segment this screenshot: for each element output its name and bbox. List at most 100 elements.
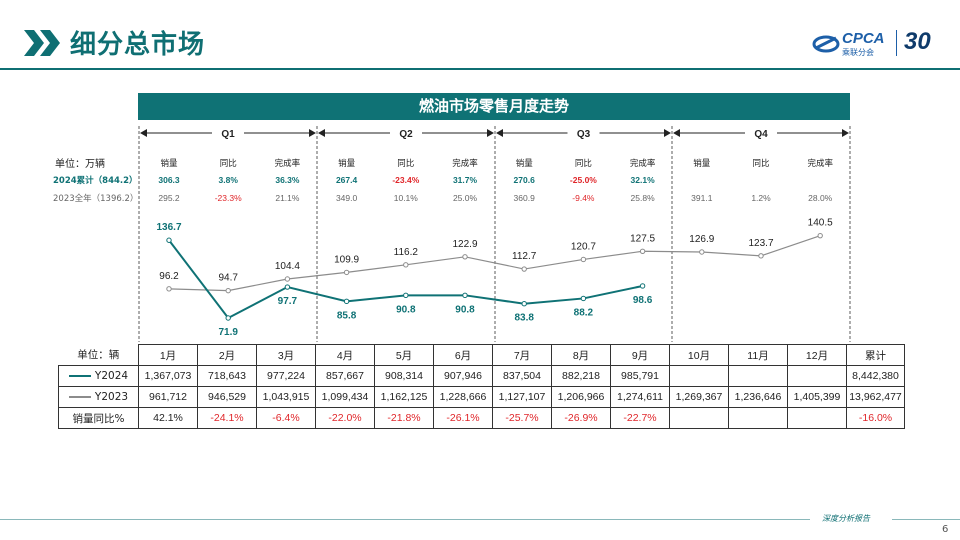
quarter-2024-value: 267.4 [336, 175, 358, 185]
table-cell: 1,405,399 [787, 386, 847, 408]
logo-brand: CPCA [842, 30, 885, 47]
arrow-left-icon [673, 129, 680, 137]
quarter-2023-value: -9.4% [572, 193, 595, 203]
quarter-2023-value: 21.1% [275, 193, 300, 203]
logo-separator [896, 30, 897, 56]
y2023-data-label: 126.9 [689, 234, 714, 245]
y2024-point [639, 283, 646, 289]
y2024-data-label: 136.7 [156, 222, 181, 233]
y2023-point [521, 266, 527, 272]
monthly-sales-table: 单位：辆 1月 2月 3月 4月 5月 6月 7月 8月 9月 10月 11月 12月 累计 Y2024 1,… [58, 344, 905, 429]
table-cell: 857,667 [315, 365, 375, 387]
y2023-point [699, 249, 705, 255]
table-header-cell: 8月 [551, 344, 611, 366]
quarter-2023-value: 360.9 [514, 193, 536, 203]
table-cell: 42.1% [138, 407, 198, 429]
table-cell: 977,224 [256, 365, 316, 387]
y2023-point [462, 254, 468, 260]
table-cell: 8,442,380 [846, 365, 905, 387]
table-cell: 946,529 [197, 386, 257, 408]
y2023-line [168, 235, 821, 292]
table-cell: 1,127,107 [492, 386, 552, 408]
table-cell: 718,643 [197, 365, 257, 387]
arrow-right-icon [842, 129, 849, 137]
quarter-label: Q4 [754, 129, 768, 140]
table-row-label: Y2023 [58, 386, 139, 408]
y2024-data-label: 90.8 [396, 304, 416, 315]
quarter-col-label: 销量 [160, 158, 178, 169]
y2023-data-label: 123.7 [748, 238, 773, 249]
table-header-cell: 累计 [846, 344, 905, 366]
y2024-point [166, 237, 172, 243]
y2023-point [817, 232, 823, 239]
y2023-point [580, 256, 587, 263]
footer-divider-right [892, 519, 960, 520]
quarter-2024-value: -23.4% [392, 175, 419, 185]
y2024-data-label: 83.8 [514, 313, 534, 324]
y2024-data-label: 71.9 [218, 327, 238, 338]
table-row: Y2023 961,712 946,529 1,043,915 1,099,434 1,1… [58, 386, 905, 408]
y2023-point [225, 287, 231, 294]
header-divider [0, 68, 960, 70]
table-header-row: 单位：辆 1月 2月 3月 4月 5月 6月 7月 8月 9月 10月 11月 12月 累计 [58, 344, 905, 366]
quarter-col-label: 同比 [397, 158, 414, 169]
footer-divider [0, 519, 810, 520]
legend-swatch [68, 396, 91, 399]
table-header-cell: 6月 [433, 344, 493, 366]
y2024-point [521, 301, 527, 307]
table-cell: 13,962,477 [846, 386, 905, 408]
quarter-2023-value: -23.3% [215, 193, 242, 203]
table-cell: 837,504 [492, 365, 552, 387]
y2024-point [343, 298, 350, 305]
quarter-col-label: 同比 [575, 158, 592, 169]
y2023-data-label: 109.9 [334, 254, 359, 265]
table-cell: -22.7% [610, 407, 670, 429]
table-cell: -16.0% [846, 407, 905, 429]
fuel-retail-line-chart: Q1 Q2 Q3 Q4 单位：万辆 销量 306.3 295.2 同比 3.8% -23.3% 完成率… [53, 126, 851, 342]
quarter-2024-value: 270.6 [514, 175, 536, 185]
y2024-data-label: 97.7 [278, 296, 298, 307]
y2023-data-label: 104.4 [275, 261, 300, 272]
y2024-point [403, 292, 409, 299]
quarter-col-label: 销量 [693, 158, 711, 169]
legend-label: 销量同比% [72, 412, 125, 425]
table-cell: 1,162,125 [374, 386, 434, 408]
table-header-cell: 1月 [138, 344, 198, 366]
y2023-data-label: 120.7 [571, 241, 596, 252]
logo-subtitle: 乘联分会 [842, 48, 874, 57]
chart-title: 燃油市场零售月度走势 [138, 93, 850, 120]
table-cell: 1,367,073 [138, 365, 198, 387]
table-cell [669, 407, 729, 429]
table-cell [787, 365, 847, 387]
y2023-data-label: 112.7 [512, 251, 537, 262]
y2024-point [462, 292, 468, 299]
quarter-2023-value: 10.1% [394, 193, 419, 203]
quarter-2024-value: 36.3% [275, 175, 300, 185]
quarter-label: Q1 [221, 129, 235, 140]
quarter-2023-value: 25.0% [453, 193, 478, 203]
legend-label: Y2024 [94, 370, 129, 382]
y2023-data-label: 116.2 [394, 247, 419, 258]
y2023-data-label: 140.5 [808, 218, 833, 229]
quarter-2024-value: 31.7% [453, 175, 478, 185]
y2023-point [639, 248, 646, 254]
chart-unit-label: 单位：万辆 [55, 157, 105, 170]
arrow-right-icon [309, 129, 316, 137]
table-cell: 1,269,367 [669, 386, 729, 408]
footer-text: 深度分析报告 [822, 514, 870, 523]
table-cell: 1,228,666 [433, 386, 493, 408]
legend-label: Y2023 [94, 391, 129, 403]
arrow-left-icon [140, 129, 147, 137]
table-cell: -6.4% [256, 407, 316, 429]
y2024-point [580, 295, 587, 302]
table-cell: 961,712 [138, 386, 198, 408]
table-cell [728, 365, 788, 387]
cpca-swoosh-icon [812, 35, 840, 53]
quarter-2023-value: 25.8% [631, 193, 656, 203]
row-label-2023: 2023全年（1396.2） [53, 193, 138, 204]
table-header-cell: 12月 [787, 344, 847, 366]
y2024-data-label: 85.8 [337, 310, 357, 321]
y2023-data-label: 94.7 [218, 273, 238, 284]
table-header-cell: 10月 [669, 344, 729, 366]
table-unit-label: 单位：辆 [58, 344, 139, 366]
